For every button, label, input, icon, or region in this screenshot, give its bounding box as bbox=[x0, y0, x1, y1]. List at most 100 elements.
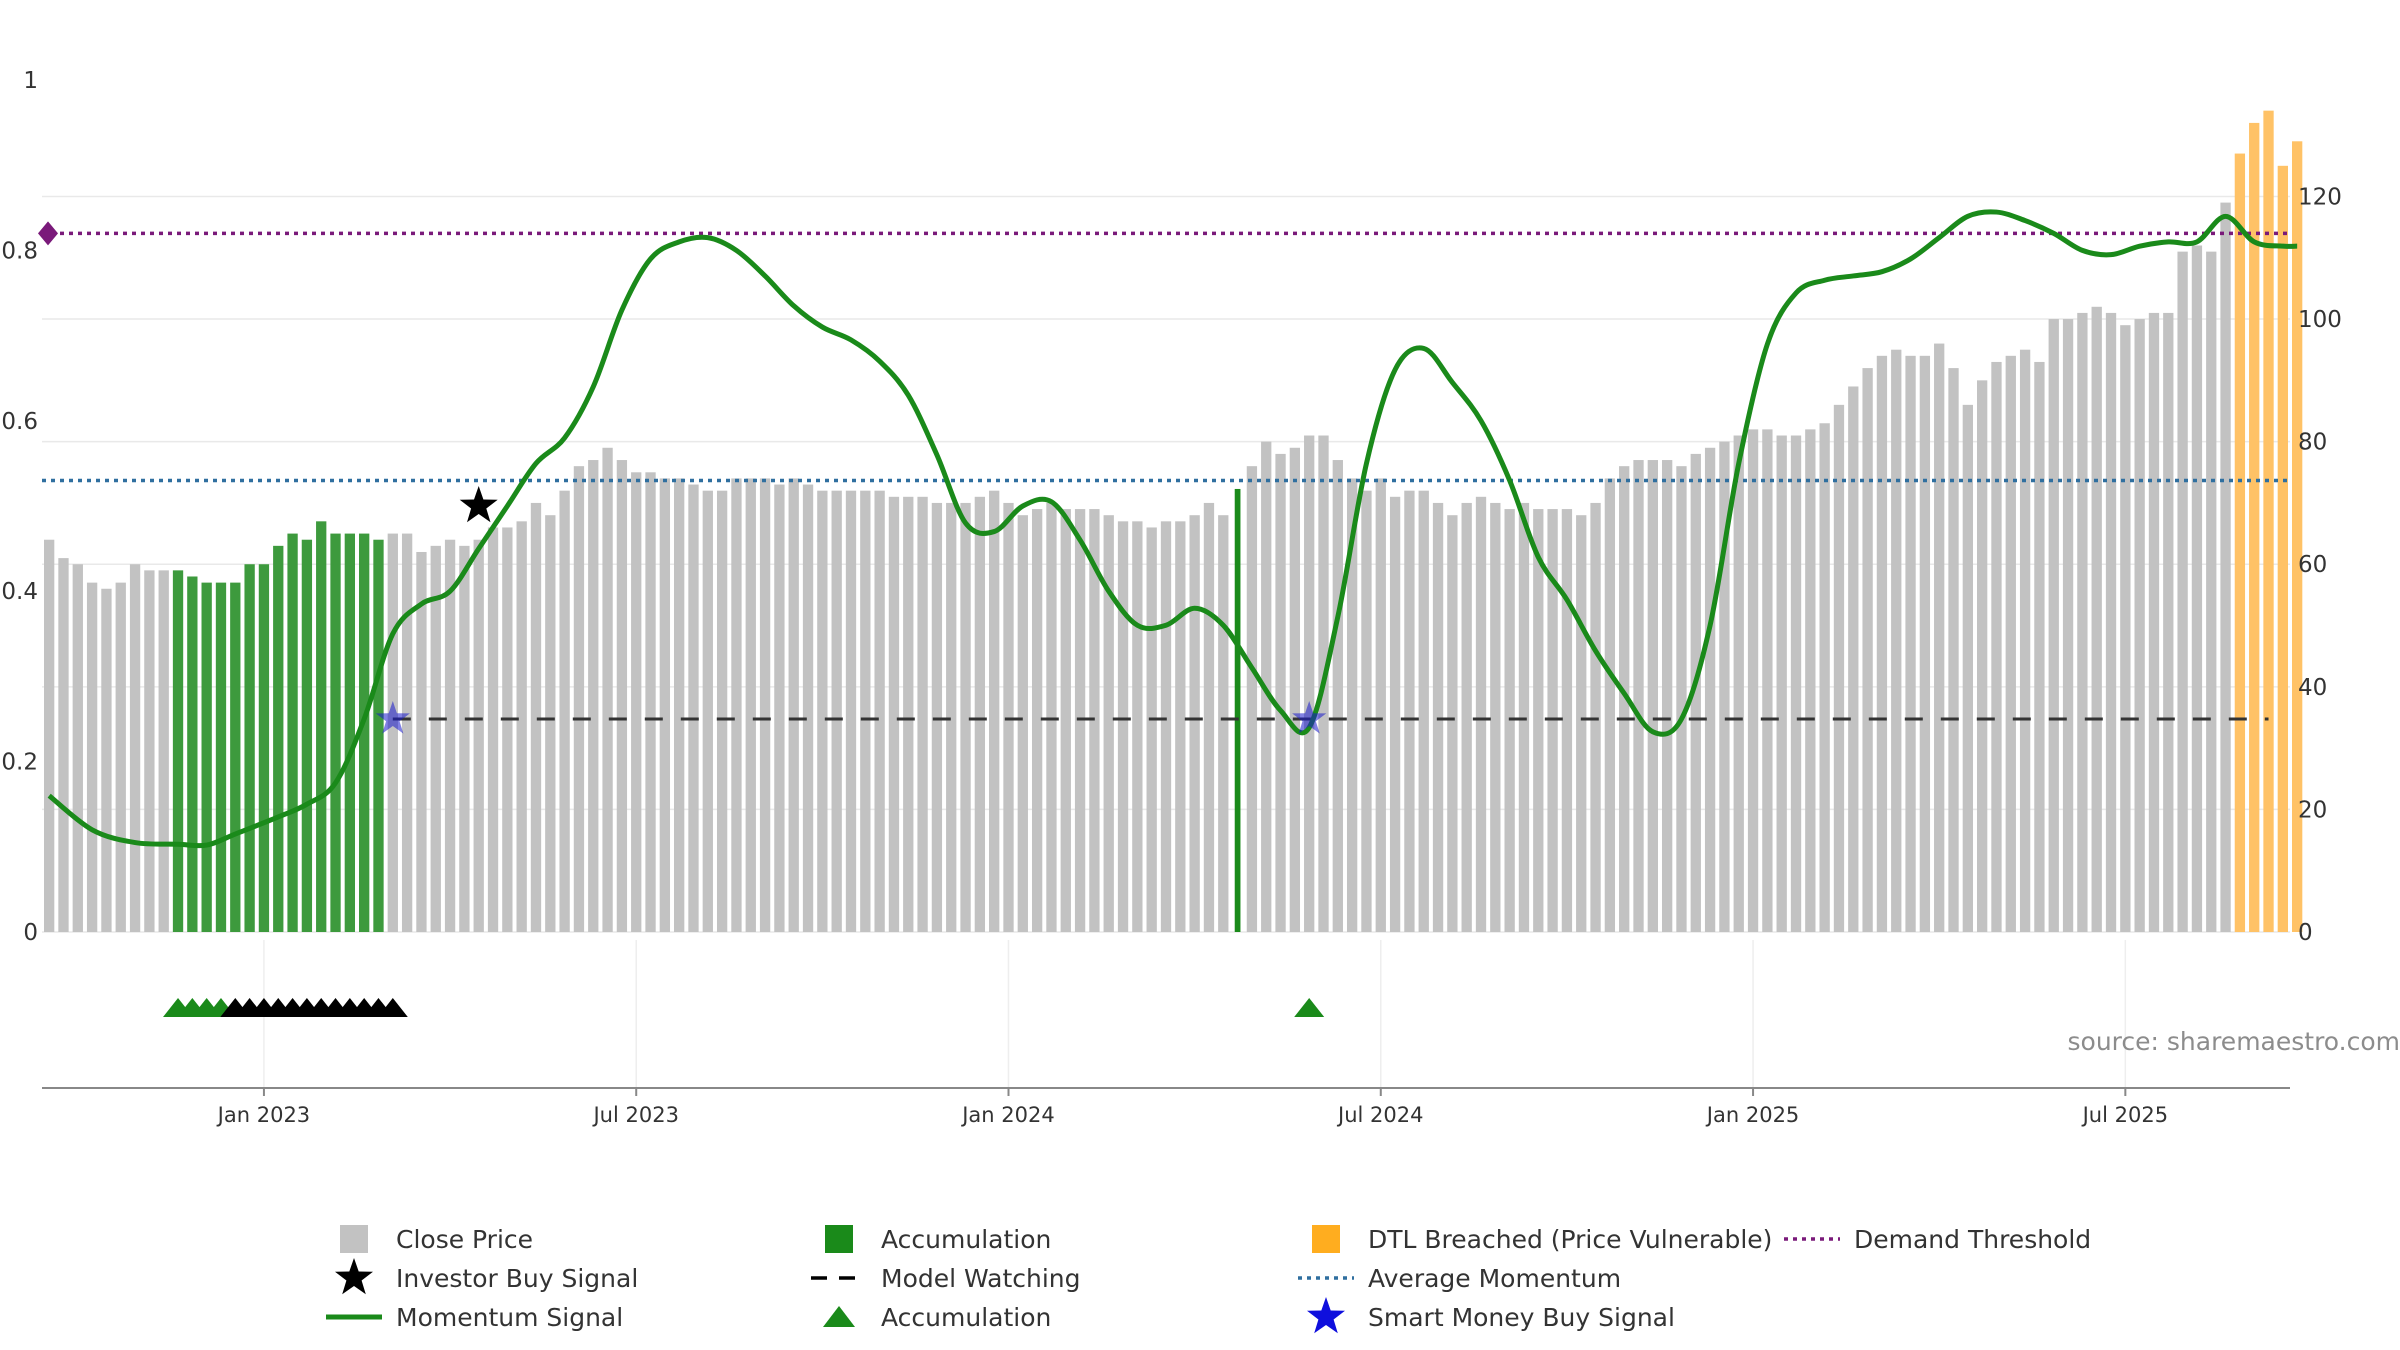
close-price-bar bbox=[1633, 460, 1644, 932]
close-price-bar bbox=[1561, 509, 1573, 932]
x-tick-label: Jul 2025 bbox=[2081, 1103, 2168, 1127]
close-price-bar bbox=[1332, 460, 1343, 932]
close-price-bar bbox=[1790, 435, 1802, 932]
x-tick-label: Jul 2024 bbox=[1336, 1103, 1423, 1127]
close-price-bar bbox=[1461, 502, 1472, 932]
close-price-bar bbox=[2134, 319, 2145, 932]
close-price-bar bbox=[1676, 466, 1687, 932]
accumulation-bar bbox=[287, 533, 298, 932]
close-price-bar bbox=[115, 582, 126, 932]
legend-label: Model Watching bbox=[881, 1264, 1081, 1293]
close-price-bar bbox=[1275, 453, 1286, 932]
close-price-bar bbox=[1991, 361, 2002, 932]
close-price-bar bbox=[1891, 349, 1902, 932]
close-price-bar bbox=[1117, 521, 1129, 932]
demand-threshold-marker bbox=[38, 221, 58, 246]
legend-swatch bbox=[1312, 1225, 1340, 1253]
price-bars bbox=[44, 110, 2303, 933]
legend-label: Smart Money Buy Signal bbox=[1368, 1303, 1675, 1332]
y-right-tick-label: 20 bbox=[2298, 797, 2327, 823]
close-price-bar bbox=[2048, 319, 2059, 932]
close-price-bar bbox=[101, 588, 112, 932]
smart-money-buy-signal-star bbox=[1292, 701, 1327, 734]
close-price-bar bbox=[1848, 386, 1859, 932]
close-price-bar bbox=[1518, 502, 1530, 932]
close-price-bar bbox=[2120, 325, 2131, 932]
dtl-breached-bar bbox=[2263, 110, 2274, 933]
close-price-bar bbox=[1346, 478, 1358, 932]
accumulation-bar bbox=[301, 539, 313, 932]
close-price-bar bbox=[44, 539, 55, 932]
close-price-bar bbox=[1103, 515, 1114, 932]
source-attribution: source: sharemaestro.com bbox=[2068, 1027, 2400, 1056]
close-price-bar bbox=[2163, 312, 2174, 932]
close-price-bar bbox=[1604, 478, 1616, 932]
close-price-bar bbox=[58, 558, 69, 932]
axes: Jan 2023 Jul 2023 Jan 2024 Jul 2024 Jan 2025… bbox=[1, 68, 2341, 1127]
legend-item: Momentum Signal bbox=[326, 1303, 623, 1332]
close-price-bar bbox=[1003, 502, 1014, 932]
close-price-bar bbox=[1805, 429, 1816, 932]
close-price-bar bbox=[1289, 447, 1301, 932]
close-price-bar bbox=[1776, 435, 1787, 932]
close-price-bar bbox=[2105, 312, 2117, 932]
close-price-bar bbox=[817, 490, 828, 932]
close-price-bar bbox=[716, 490, 728, 932]
close-price-bar bbox=[2091, 306, 2102, 932]
close-price-bar bbox=[688, 484, 699, 932]
signal-markers bbox=[163, 486, 1327, 1017]
accumulation-bar bbox=[359, 533, 370, 932]
investor-buy-signal-star bbox=[459, 486, 498, 523]
close-price-bar bbox=[1189, 515, 1200, 932]
legend-triangle-icon bbox=[823, 1306, 855, 1327]
accumulation-bar bbox=[201, 582, 212, 932]
close-price-bar bbox=[502, 527, 513, 932]
x-tick-label: Jan 2023 bbox=[216, 1103, 311, 1127]
accumulation-bar bbox=[258, 564, 270, 932]
legend-item: Average Momentum bbox=[1298, 1264, 1621, 1293]
close-price-bar bbox=[802, 484, 814, 932]
close-price-bar bbox=[1160, 521, 1172, 932]
legend-item: Close Price bbox=[340, 1225, 533, 1254]
close-price-bar bbox=[1046, 502, 1057, 932]
legend-item: DTL Breached (Price Vulnerable) bbox=[1312, 1225, 1772, 1254]
close-price-bar bbox=[416, 551, 427, 932]
close-price-bar bbox=[1919, 355, 1931, 932]
y-left-tick-label: 1 bbox=[23, 68, 38, 94]
close-price-bar bbox=[1690, 453, 1701, 932]
close-price-bar bbox=[2019, 349, 2031, 932]
close-price-bar bbox=[1017, 515, 1028, 932]
close-price-bar bbox=[573, 466, 585, 932]
accumulation-bar bbox=[344, 533, 356, 932]
close-price-bar bbox=[1060, 509, 1071, 932]
close-price-bar bbox=[1389, 496, 1401, 932]
close-price-bar bbox=[1962, 404, 1973, 933]
y-right-tick-label: 0 bbox=[2298, 920, 2313, 946]
close-price-bar bbox=[530, 502, 542, 932]
close-price-bar bbox=[1590, 502, 1601, 932]
legend-item: Investor Buy Signal bbox=[335, 1258, 638, 1295]
close-price-bar bbox=[387, 533, 398, 932]
close-price-bar bbox=[645, 472, 656, 932]
close-price-bar bbox=[1934, 343, 1945, 932]
close-price-bar bbox=[931, 502, 943, 932]
y-right-tick-label: 120 bbox=[2298, 184, 2342, 210]
legend-item: Demand Threshold bbox=[1784, 1225, 2091, 1254]
close-price-bar bbox=[759, 478, 771, 932]
close-price-bar bbox=[917, 496, 928, 932]
accumulation-bar bbox=[316, 521, 327, 932]
accumulation-marker bbox=[1294, 998, 1325, 1017]
x-tick-label: Jan 2025 bbox=[1705, 1103, 1800, 1127]
close-price-bar bbox=[1074, 509, 1086, 932]
close-price-bar bbox=[874, 490, 885, 932]
close-price-bar bbox=[2206, 251, 2217, 932]
close-price-bar bbox=[1976, 380, 1988, 932]
accumulation-bar bbox=[273, 545, 284, 932]
close-price-bar bbox=[1747, 429, 1759, 932]
y-right-tick-label: 40 bbox=[2298, 675, 2327, 701]
close-price-bar bbox=[2220, 202, 2231, 932]
close-price-bar bbox=[2062, 319, 2074, 932]
close-price-bar bbox=[1704, 447, 1716, 932]
close-price-bar bbox=[1948, 368, 1959, 933]
